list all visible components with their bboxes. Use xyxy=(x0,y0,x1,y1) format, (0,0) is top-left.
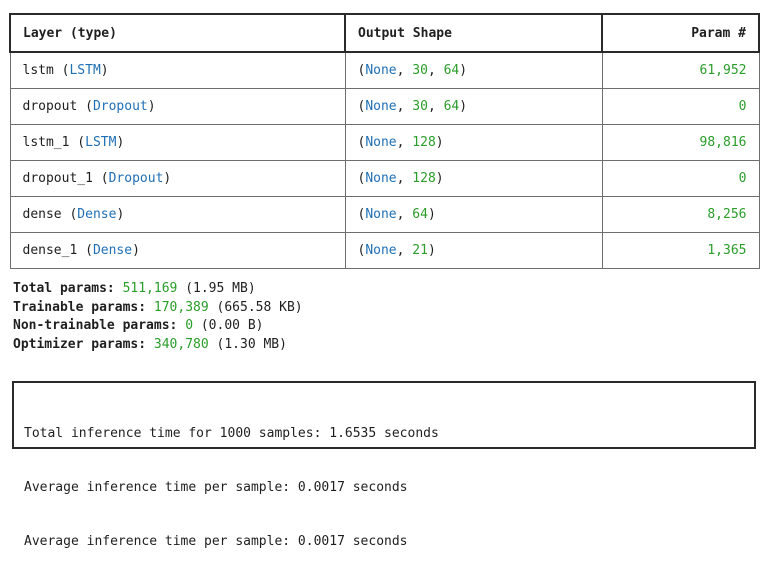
totals-label: Non-trainable params: xyxy=(13,318,178,333)
shape-dim: 64 xyxy=(443,62,460,78)
param-count-cell: 98,816 xyxy=(601,123,760,161)
totals-line: Non-trainable params: 0 (0.00 B) xyxy=(13,317,303,336)
layer-cell: dense (Dense) xyxy=(9,195,346,233)
layer-type: Dense xyxy=(77,206,117,222)
inference-line: Average inference time per sample: 0.001… xyxy=(24,480,408,495)
param-count-cell: 8,256 xyxy=(601,195,760,233)
param-totals: Total params: 511,169 (1.95 MB) Trainable… xyxy=(13,280,303,354)
layer-type: Dense xyxy=(92,242,133,258)
output-shape-cell: (None, 128) xyxy=(344,159,603,197)
shape-dim: 128 xyxy=(412,170,436,186)
shape-dim: None xyxy=(365,170,397,186)
layer-type: LSTM xyxy=(69,62,101,78)
table-row: dense_1 (Dense) (None, 21) 1,365 xyxy=(9,231,760,269)
model-summary-table: Layer (type) Output Shape Param # lstm (… xyxy=(9,13,760,269)
layer-type: Dropout xyxy=(92,98,148,114)
shape-dim: 128 xyxy=(412,134,436,150)
totals-size: (0.00 B) xyxy=(200,318,264,333)
param-count-cell: 0 xyxy=(601,159,760,197)
inference-output-box: Total inference time for 1000 samples: 1… xyxy=(12,381,756,549)
inference-line: Total inference time for 1000 samples: 1… xyxy=(24,426,439,441)
param-count-cell: 0 xyxy=(601,87,760,125)
output-shape-cell: (None, 64) xyxy=(344,195,603,233)
output-shape-cell: (None, 21) xyxy=(344,231,603,269)
totals-size: (1.30 MB) xyxy=(216,336,287,352)
layer-name: dropout_1 xyxy=(22,170,93,186)
totals-line: Trainable params: 170,389 (665.58 KB) xyxy=(13,299,303,318)
inference-line: Average inference time per sample: 0.001… xyxy=(24,534,408,549)
shape-dim: 64 xyxy=(412,206,428,222)
layer-name: dense_1 xyxy=(22,242,78,258)
table-row: lstm (LSTM) (None, 30, 64) 61,952 xyxy=(9,51,760,89)
totals-label: Optimizer params: xyxy=(13,336,147,352)
totals-label: Total params: xyxy=(13,281,115,296)
shape-dim: 30 xyxy=(412,98,428,114)
layer-cell: lstm_1 (LSTM) xyxy=(9,123,346,161)
layer-cell: dropout (Dropout) xyxy=(9,87,346,125)
param-count-cell: 61,952 xyxy=(601,51,760,89)
layer-cell: dropout_1 (Dropout) xyxy=(9,159,346,197)
header-output-shape: Output Shape xyxy=(344,13,603,53)
table-row: lstm_1 (LSTM) (None, 128) 98,816 xyxy=(9,123,760,161)
layer-name: lstm xyxy=(22,62,54,78)
table-row: dropout (Dropout) (None, 30, 64) 0 xyxy=(9,87,760,125)
totals-value: 511,169 xyxy=(122,281,178,296)
header-layer-type: Layer (type) xyxy=(9,13,346,53)
shape-dim: None xyxy=(365,98,397,114)
totals-size: (665.58 KB) xyxy=(216,299,303,315)
totals-line: Total params: 511,169 (1.95 MB) xyxy=(13,280,303,299)
layer-type: Dropout xyxy=(108,170,164,186)
header-param-count: Param # xyxy=(601,13,760,53)
output-shape-cell: (None, 128) xyxy=(344,123,603,161)
layer-cell: lstm (LSTM) xyxy=(9,51,346,89)
totals-value: 170,389 xyxy=(153,299,209,315)
shape-dim: None xyxy=(365,134,397,150)
layer-name: dropout xyxy=(22,98,78,114)
totals-label: Trainable params: xyxy=(13,299,147,315)
layer-type: LSTM xyxy=(85,134,117,150)
param-count-cell: 1,365 xyxy=(601,231,760,269)
layer-cell: dense_1 (Dense) xyxy=(9,231,346,269)
shape-dim: 21 xyxy=(412,242,428,258)
totals-line: Optimizer params: 340,780 (1.30 MB) xyxy=(13,336,303,355)
table-row: dropout_1 (Dropout) (None, 128) 0 xyxy=(9,159,760,197)
totals-size: (1.95 MB) xyxy=(185,281,256,296)
totals-value: 0 xyxy=(185,318,194,333)
shape-dim: None xyxy=(365,206,397,222)
output-shape-cell: (None, 30, 64) xyxy=(344,87,603,125)
shape-dim: None xyxy=(365,242,397,258)
layer-name: dense xyxy=(22,206,62,222)
layer-name: lstm_1 xyxy=(22,134,70,150)
shape-dim: 64 xyxy=(443,98,460,114)
shape-dim: 30 xyxy=(412,62,428,78)
totals-value: 340,780 xyxy=(153,336,209,352)
output-shape-cell: (None, 30, 64) xyxy=(344,51,603,89)
table-row: dense (Dense) (None, 64) 8,256 xyxy=(9,195,760,233)
shape-dim: None xyxy=(365,62,397,78)
table-body: lstm (LSTM) (None, 30, 64) 61,952 dropout (… xyxy=(9,51,760,269)
table-header-row: Layer (type) Output Shape Param # xyxy=(9,13,760,53)
